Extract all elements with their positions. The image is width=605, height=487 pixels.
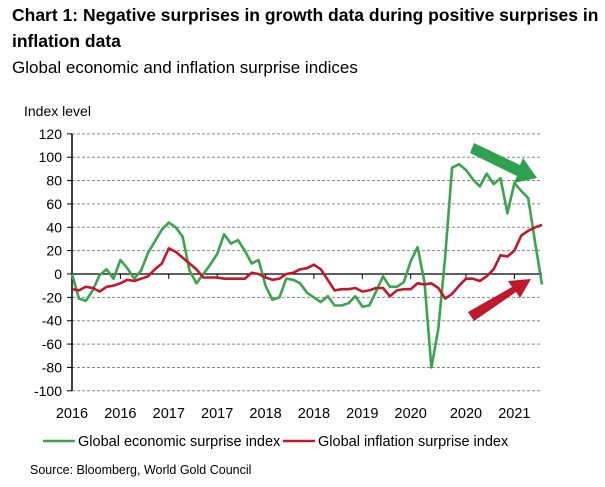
y-tick-label: -100 xyxy=(34,383,62,399)
x-tick-label: 2018 xyxy=(249,406,281,422)
chart-title: Chart 1: Negative surprises in growth da… xyxy=(12,5,599,51)
y-tick-label: 0 xyxy=(54,266,62,282)
y-tick-label: -60 xyxy=(42,336,62,352)
x-tick-label: 2018 xyxy=(298,406,330,422)
y-tick-label: 40 xyxy=(46,219,62,235)
x-tick-label: 2016 xyxy=(56,406,88,422)
y-tick-label: -40 xyxy=(42,313,62,329)
series-line-inflation xyxy=(71,223,543,300)
x-tick-label: 2019 xyxy=(346,406,378,422)
x-tick-label: 2021 xyxy=(498,406,530,422)
y-tick-label: 60 xyxy=(46,196,62,212)
y-tick-label: 120 xyxy=(39,126,63,142)
legend-label-economic: Global economic surprise index xyxy=(78,434,281,450)
x-tick-label: 2016 xyxy=(104,406,136,422)
y-tick-label: 100 xyxy=(39,149,63,165)
green-arrow-annotation xyxy=(470,143,537,183)
x-tick-label: 2017 xyxy=(153,406,185,422)
y-tick-label: 80 xyxy=(46,173,62,189)
x-tick-label: 2020 xyxy=(450,406,482,422)
y-tick-label: -20 xyxy=(42,289,62,305)
x-tick-label: 2017 xyxy=(201,406,233,422)
x-tick-label: 2020 xyxy=(395,406,427,422)
y-tick-label: -80 xyxy=(42,359,62,375)
chart-subtitle: Global economic and inflation surprise i… xyxy=(12,58,358,77)
y-axis-label: Index level xyxy=(24,103,91,119)
series-line-economic xyxy=(70,162,544,369)
y-tick-label: 20 xyxy=(46,243,62,259)
legend-label-inflation: Global inflation surprise index xyxy=(318,434,509,450)
red-arrow-annotation xyxy=(468,279,531,321)
source-note: Source: Bloomberg, World Gold Council xyxy=(30,463,252,477)
